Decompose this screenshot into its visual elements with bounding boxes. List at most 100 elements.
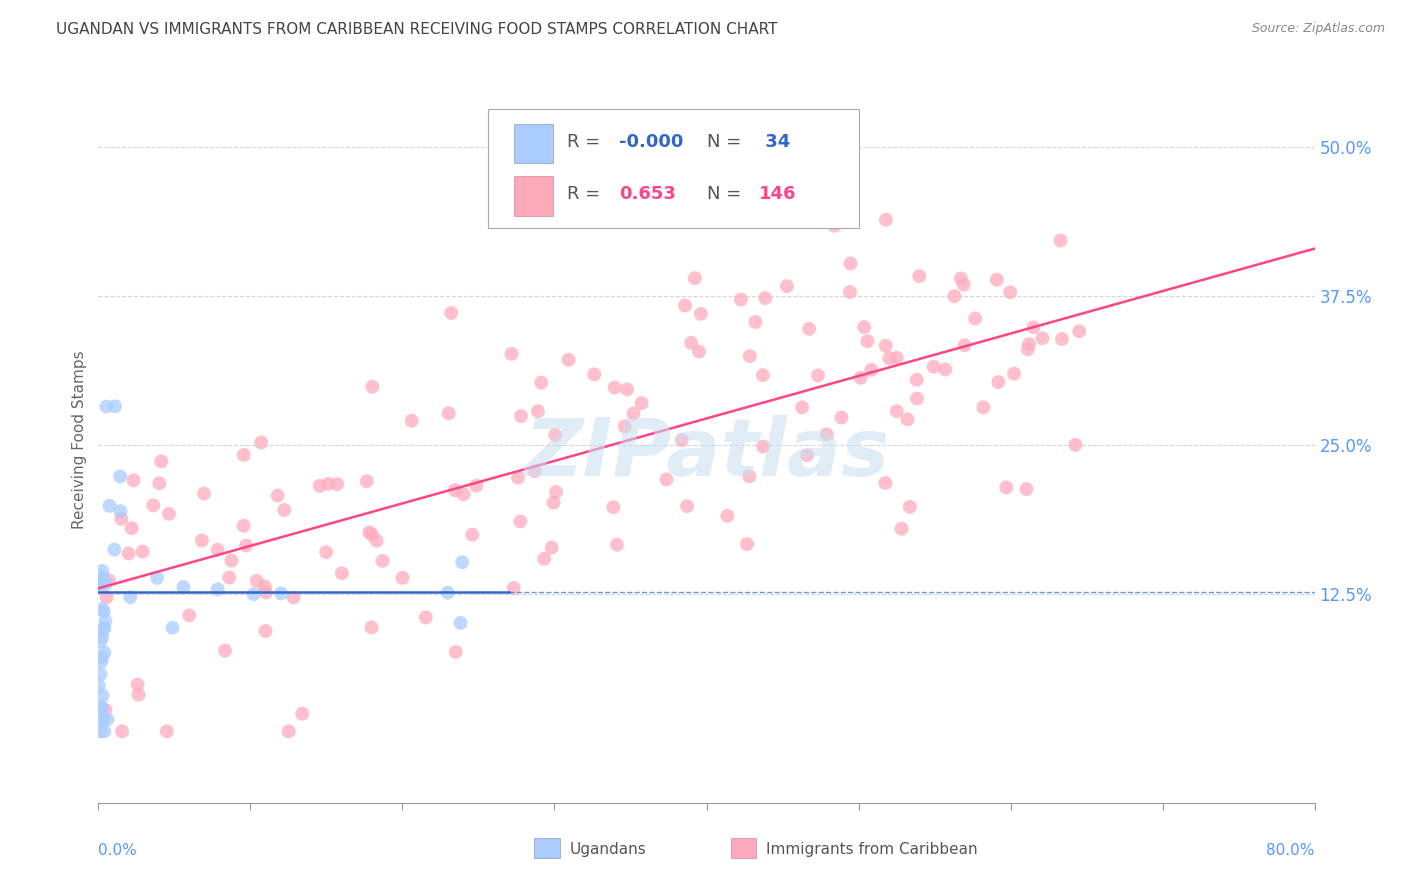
- Text: R =: R =: [567, 186, 606, 203]
- Point: [87, 568, 110, 582]
- Point: [613, 419, 636, 434]
- Point: [91, 630, 114, 644]
- Point: [510, 409, 533, 423]
- Point: [98, 499, 121, 513]
- Point: [401, 414, 423, 428]
- Point: [94, 614, 117, 628]
- Point: [676, 499, 699, 513]
- Point: [157, 507, 180, 521]
- Point: [93, 604, 115, 618]
- Point: [557, 352, 579, 367]
- Point: [623, 407, 645, 421]
- Point: [1018, 337, 1040, 351]
- Point: [232, 518, 254, 533]
- Point: [94, 703, 117, 717]
- Point: [839, 256, 862, 270]
- Point: [437, 406, 460, 420]
- Point: [214, 643, 236, 657]
- Point: [142, 499, 165, 513]
- Point: [127, 678, 149, 692]
- Point: [360, 527, 382, 541]
- Point: [266, 489, 288, 503]
- Point: [451, 555, 474, 569]
- FancyBboxPatch shape: [488, 109, 859, 228]
- Text: N =: N =: [707, 133, 747, 151]
- Point: [849, 371, 872, 385]
- Point: [603, 380, 626, 394]
- Point: [986, 273, 1008, 287]
- Text: Source: ZipAtlas.com: Source: ZipAtlas.com: [1251, 22, 1385, 36]
- Point: [681, 335, 703, 350]
- Point: [655, 472, 678, 486]
- Point: [90, 602, 112, 616]
- Point: [87, 577, 110, 591]
- Point: [108, 469, 131, 483]
- Y-axis label: Receiving Food Stamps: Receiving Food Stamps: [72, 350, 87, 529]
- Point: [91, 712, 114, 726]
- Point: [415, 610, 437, 624]
- Text: Ugandans: Ugandans: [569, 842, 647, 856]
- Point: [179, 608, 201, 623]
- Point: [630, 396, 652, 410]
- Point: [250, 435, 273, 450]
- Point: [1015, 482, 1038, 496]
- Point: [97, 573, 120, 587]
- Point: [922, 359, 945, 374]
- Point: [89, 724, 111, 739]
- Point: [890, 522, 912, 536]
- Point: [905, 392, 928, 406]
- Text: UGANDAN VS IMMIGRANTS FROM CARIBBEAN RECEIVING FOOD STAMPS CORRELATION CHART: UGANDAN VS IMMIGRANTS FROM CARIBBEAN REC…: [56, 22, 778, 37]
- Point: [934, 362, 956, 376]
- Point: [875, 212, 897, 227]
- Text: N =: N =: [707, 186, 747, 203]
- Point: [444, 645, 467, 659]
- Point: [117, 546, 139, 560]
- Point: [523, 464, 546, 478]
- Point: [436, 585, 458, 599]
- Point: [207, 582, 229, 597]
- Point: [156, 724, 179, 739]
- Point: [949, 271, 972, 285]
- Point: [131, 544, 153, 558]
- Point: [89, 667, 111, 681]
- Point: [530, 376, 553, 390]
- Point: [371, 554, 394, 568]
- Point: [461, 527, 484, 541]
- Point: [270, 586, 292, 600]
- Text: ZIPatlas: ZIPatlas: [524, 415, 889, 493]
- Point: [90, 650, 112, 665]
- Point: [235, 539, 257, 553]
- Point: [735, 537, 758, 551]
- Point: [952, 277, 974, 292]
- Point: [688, 344, 710, 359]
- Point: [104, 399, 127, 413]
- Point: [232, 448, 254, 462]
- Point: [89, 700, 111, 714]
- Point: [291, 706, 314, 721]
- Point: [93, 572, 115, 586]
- Text: -0.000: -0.000: [619, 133, 683, 151]
- Point: [366, 533, 388, 548]
- Point: [253, 580, 276, 594]
- Point: [91, 700, 114, 714]
- Point: [856, 334, 879, 349]
- Point: [533, 551, 555, 566]
- Point: [360, 620, 382, 634]
- Point: [509, 514, 531, 528]
- Point: [790, 401, 813, 415]
- Point: [356, 475, 378, 489]
- Point: [972, 401, 994, 415]
- Point: [191, 533, 214, 548]
- Point: [1022, 320, 1045, 334]
- Point: [111, 724, 134, 739]
- Point: [540, 541, 562, 555]
- Point: [87, 679, 110, 693]
- Point: [965, 311, 987, 326]
- Point: [450, 615, 472, 630]
- Point: [148, 476, 170, 491]
- Point: [96, 591, 118, 605]
- Point: [502, 581, 524, 595]
- Point: [673, 298, 696, 312]
- Point: [89, 578, 111, 592]
- Text: R =: R =: [567, 133, 606, 151]
